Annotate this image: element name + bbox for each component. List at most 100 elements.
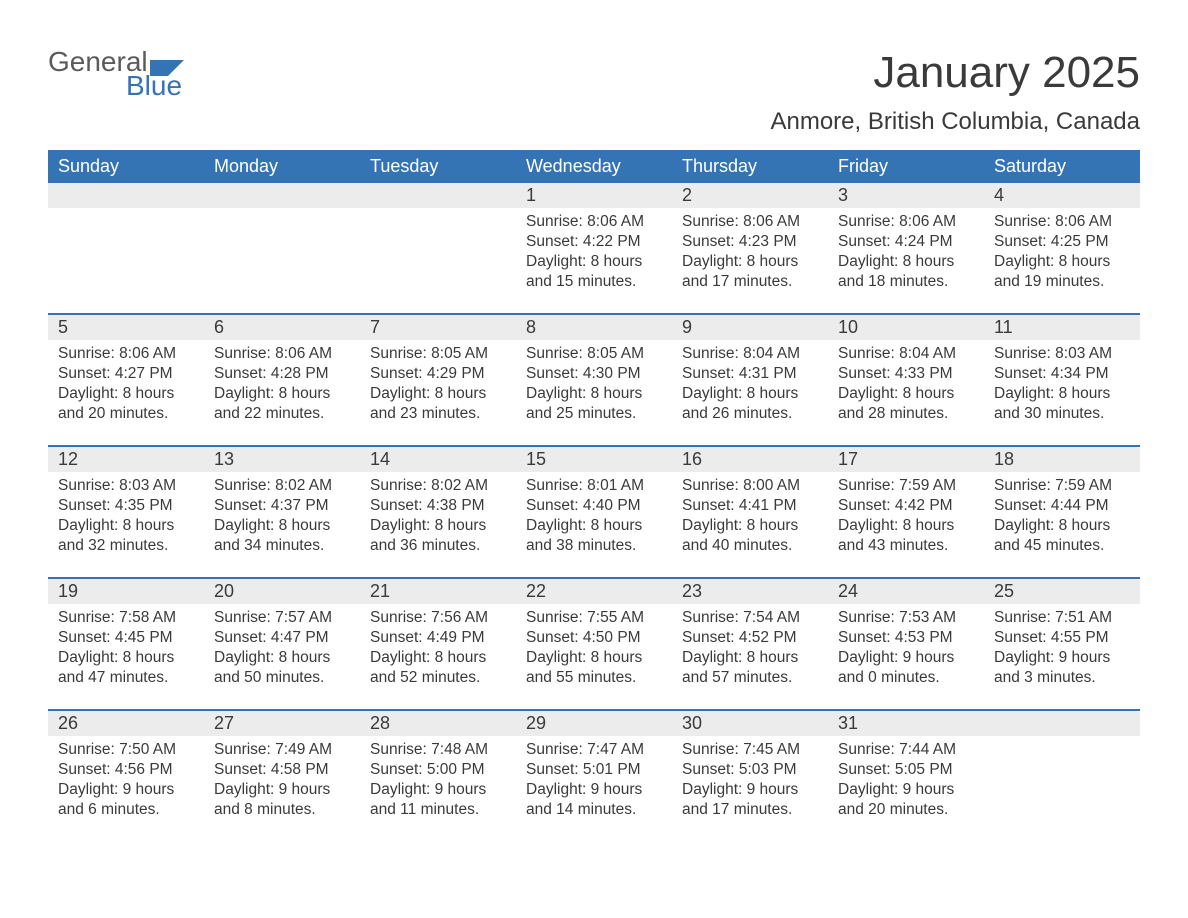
daylight-text: Daylight: 8 hours and 45 minutes.	[994, 516, 1130, 556]
weekday-header-row: Sunday Monday Tuesday Wednesday Thursday…	[48, 150, 1140, 183]
day-content: Sunrise: 7:54 AMSunset: 4:52 PMDaylight:…	[672, 604, 828, 697]
daylight-text: Daylight: 8 hours and 50 minutes.	[214, 648, 350, 688]
day-number: 9	[672, 315, 828, 340]
daylight-text: Daylight: 8 hours and 40 minutes.	[682, 516, 818, 556]
day-content: Sunrise: 8:03 AMSunset: 4:34 PMDaylight:…	[984, 340, 1140, 433]
page-title: January 2025	[770, 48, 1140, 98]
sunrise-text: Sunrise: 7:55 AM	[526, 608, 662, 628]
day-content: Sunrise: 8:02 AMSunset: 4:38 PMDaylight:…	[360, 472, 516, 565]
daylight-text: Daylight: 8 hours and 34 minutes.	[214, 516, 350, 556]
day-cell: 27Sunrise: 7:49 AMSunset: 4:58 PMDayligh…	[204, 711, 360, 833]
sunset-text: Sunset: 4:27 PM	[58, 364, 194, 384]
day-content: Sunrise: 8:06 AMSunset: 4:22 PMDaylight:…	[516, 208, 672, 301]
day-content: Sunrise: 7:48 AMSunset: 5:00 PMDaylight:…	[360, 736, 516, 829]
sunset-text: Sunset: 4:53 PM	[838, 628, 974, 648]
sunset-text: Sunset: 4:55 PM	[994, 628, 1130, 648]
daylight-text: Daylight: 9 hours and 20 minutes.	[838, 780, 974, 820]
sunrise-text: Sunrise: 8:03 AM	[58, 476, 194, 496]
day-number: 2	[672, 183, 828, 208]
day-cell: 9Sunrise: 8:04 AMSunset: 4:31 PMDaylight…	[672, 315, 828, 437]
day-content: Sunrise: 8:02 AMSunset: 4:37 PMDaylight:…	[204, 472, 360, 565]
week-row: 26Sunrise: 7:50 AMSunset: 4:56 PMDayligh…	[48, 709, 1140, 833]
day-number: 23	[672, 579, 828, 604]
daylight-text: Daylight: 8 hours and 23 minutes.	[370, 384, 506, 424]
day-cell: 30Sunrise: 7:45 AMSunset: 5:03 PMDayligh…	[672, 711, 828, 833]
sunrise-text: Sunrise: 7:59 AM	[994, 476, 1130, 496]
day-content: Sunrise: 8:06 AMSunset: 4:24 PMDaylight:…	[828, 208, 984, 301]
sunset-text: Sunset: 5:05 PM	[838, 760, 974, 780]
sunset-text: Sunset: 4:35 PM	[58, 496, 194, 516]
day-number	[984, 711, 1140, 736]
day-cell	[48, 183, 204, 305]
sunset-text: Sunset: 4:41 PM	[682, 496, 818, 516]
daylight-text: Daylight: 8 hours and 19 minutes.	[994, 252, 1130, 292]
day-number: 31	[828, 711, 984, 736]
weekday-header: Wednesday	[516, 150, 672, 183]
day-cell: 15Sunrise: 8:01 AMSunset: 4:40 PMDayligh…	[516, 447, 672, 569]
sunset-text: Sunset: 4:22 PM	[526, 232, 662, 252]
sunset-text: Sunset: 4:31 PM	[682, 364, 818, 384]
sunrise-text: Sunrise: 7:45 AM	[682, 740, 818, 760]
sunrise-text: Sunrise: 8:06 AM	[994, 212, 1130, 232]
day-content: Sunrise: 8:01 AMSunset: 4:40 PMDaylight:…	[516, 472, 672, 565]
day-number: 7	[360, 315, 516, 340]
sunset-text: Sunset: 5:00 PM	[370, 760, 506, 780]
sunrise-text: Sunrise: 8:06 AM	[682, 212, 818, 232]
day-cell: 29Sunrise: 7:47 AMSunset: 5:01 PMDayligh…	[516, 711, 672, 833]
day-cell: 26Sunrise: 7:50 AMSunset: 4:56 PMDayligh…	[48, 711, 204, 833]
day-cell: 12Sunrise: 8:03 AMSunset: 4:35 PMDayligh…	[48, 447, 204, 569]
sunset-text: Sunset: 4:58 PM	[214, 760, 350, 780]
day-cell: 28Sunrise: 7:48 AMSunset: 5:00 PMDayligh…	[360, 711, 516, 833]
weekday-header: Friday	[828, 150, 984, 183]
daylight-text: Daylight: 8 hours and 57 minutes.	[682, 648, 818, 688]
daylight-text: Daylight: 8 hours and 32 minutes.	[58, 516, 194, 556]
day-cell: 3Sunrise: 8:06 AMSunset: 4:24 PMDaylight…	[828, 183, 984, 305]
sunset-text: Sunset: 5:01 PM	[526, 760, 662, 780]
day-cell: 18Sunrise: 7:59 AMSunset: 4:44 PMDayligh…	[984, 447, 1140, 569]
sunset-text: Sunset: 4:33 PM	[838, 364, 974, 384]
day-number: 27	[204, 711, 360, 736]
sunrise-text: Sunrise: 7:56 AM	[370, 608, 506, 628]
day-content: Sunrise: 7:53 AMSunset: 4:53 PMDaylight:…	[828, 604, 984, 697]
day-cell: 21Sunrise: 7:56 AMSunset: 4:49 PMDayligh…	[360, 579, 516, 701]
daylight-text: Daylight: 8 hours and 17 minutes.	[682, 252, 818, 292]
daylight-text: Daylight: 9 hours and 17 minutes.	[682, 780, 818, 820]
day-cell: 16Sunrise: 8:00 AMSunset: 4:41 PMDayligh…	[672, 447, 828, 569]
sunset-text: Sunset: 4:37 PM	[214, 496, 350, 516]
weekday-header: Sunday	[48, 150, 204, 183]
sunrise-text: Sunrise: 8:04 AM	[838, 344, 974, 364]
day-number: 16	[672, 447, 828, 472]
day-content: Sunrise: 7:50 AMSunset: 4:56 PMDaylight:…	[48, 736, 204, 829]
day-content: Sunrise: 8:00 AMSunset: 4:41 PMDaylight:…	[672, 472, 828, 565]
sunrise-text: Sunrise: 8:06 AM	[838, 212, 974, 232]
sunrise-text: Sunrise: 8:06 AM	[58, 344, 194, 364]
day-number: 6	[204, 315, 360, 340]
day-content: Sunrise: 8:05 AMSunset: 4:30 PMDaylight:…	[516, 340, 672, 433]
day-number: 15	[516, 447, 672, 472]
day-number	[360, 183, 516, 208]
weekday-header: Saturday	[984, 150, 1140, 183]
logo: General Blue	[48, 48, 184, 100]
sunset-text: Sunset: 4:29 PM	[370, 364, 506, 384]
day-content: Sunrise: 7:59 AMSunset: 4:42 PMDaylight:…	[828, 472, 984, 565]
day-content: Sunrise: 7:44 AMSunset: 5:05 PMDaylight:…	[828, 736, 984, 829]
day-cell: 11Sunrise: 8:03 AMSunset: 4:34 PMDayligh…	[984, 315, 1140, 437]
sunset-text: Sunset: 5:03 PM	[682, 760, 818, 780]
sunrise-text: Sunrise: 8:03 AM	[994, 344, 1130, 364]
day-content: Sunrise: 7:47 AMSunset: 5:01 PMDaylight:…	[516, 736, 672, 829]
day-content: Sunrise: 8:04 AMSunset: 4:33 PMDaylight:…	[828, 340, 984, 433]
day-content: Sunrise: 7:51 AMSunset: 4:55 PMDaylight:…	[984, 604, 1140, 697]
day-content: Sunrise: 7:56 AMSunset: 4:49 PMDaylight:…	[360, 604, 516, 697]
sunset-text: Sunset: 4:25 PM	[994, 232, 1130, 252]
day-cell: 4Sunrise: 8:06 AMSunset: 4:25 PMDaylight…	[984, 183, 1140, 305]
day-cell: 13Sunrise: 8:02 AMSunset: 4:37 PMDayligh…	[204, 447, 360, 569]
daylight-text: Daylight: 8 hours and 30 minutes.	[994, 384, 1130, 424]
day-content: Sunrise: 8:03 AMSunset: 4:35 PMDaylight:…	[48, 472, 204, 565]
daylight-text: Daylight: 8 hours and 26 minutes.	[682, 384, 818, 424]
logo-text-blue: Blue	[126, 72, 184, 100]
sunrise-text: Sunrise: 8:02 AM	[370, 476, 506, 496]
daylight-text: Daylight: 8 hours and 20 minutes.	[58, 384, 194, 424]
day-cell: 23Sunrise: 7:54 AMSunset: 4:52 PMDayligh…	[672, 579, 828, 701]
day-cell: 20Sunrise: 7:57 AMSunset: 4:47 PMDayligh…	[204, 579, 360, 701]
day-content: Sunrise: 7:57 AMSunset: 4:47 PMDaylight:…	[204, 604, 360, 697]
